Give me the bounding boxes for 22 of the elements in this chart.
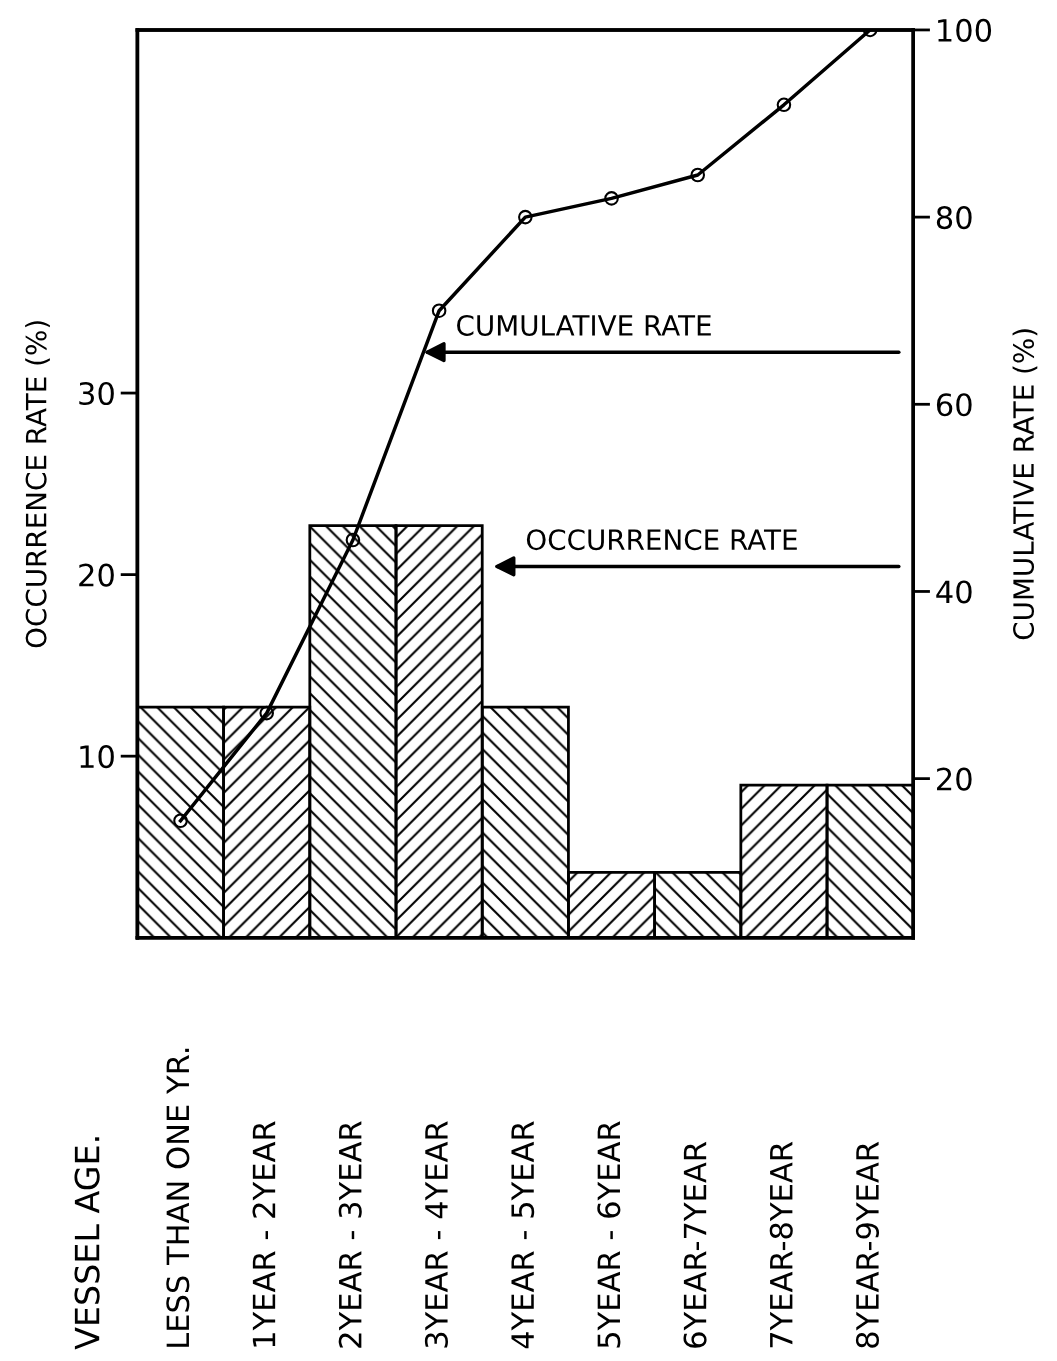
x-tick-label: 6YEAR-7YEAR bbox=[683, 1141, 707, 1348]
y2-tick-label: 40 bbox=[936, 580, 972, 604]
x-tick-label: 8YEAR-9YEAR bbox=[855, 1141, 880, 1348]
annotation: CUMULATIVE RATE bbox=[457, 314, 711, 336]
y-tick-label: 10 bbox=[80, 745, 114, 769]
x-tick-label: 3YEAR - 4YEAR bbox=[424, 1121, 448, 1348]
y2-axis-title: CUMULATIVE RATE (%) bbox=[1012, 329, 1038, 640]
x-tick-label: 2YEAR - 3YEAR bbox=[338, 1121, 362, 1348]
annotation: OCCURRENCE RATE bbox=[526, 529, 797, 551]
y2-tick-label: 20 bbox=[937, 767, 972, 791]
y2-tick-label: 100 bbox=[938, 18, 992, 42]
x-tick-label: 4YEAR - 5YEAR bbox=[511, 1121, 535, 1349]
x-tick-label: 7YEAR-8YEAR bbox=[769, 1141, 793, 1348]
y-axis-title: OCCURRENCE RATE (%) bbox=[25, 321, 50, 648]
y-tick-label: 20 bbox=[79, 563, 114, 587]
y2-tick-label: 60 bbox=[936, 393, 972, 417]
y2-tick-label: 80 bbox=[936, 206, 972, 230]
y-tick-label: 30 bbox=[79, 381, 114, 406]
x-tick-label: LESS THAN ONE YR. bbox=[166, 1048, 190, 1347]
x-tick-label: 1YEAR - 2YEAR bbox=[252, 1121, 276, 1347]
x-tick-label: 5YEAR - 6YEAR bbox=[597, 1121, 621, 1348]
text: VESSEL AGE. bbox=[74, 1137, 100, 1350]
